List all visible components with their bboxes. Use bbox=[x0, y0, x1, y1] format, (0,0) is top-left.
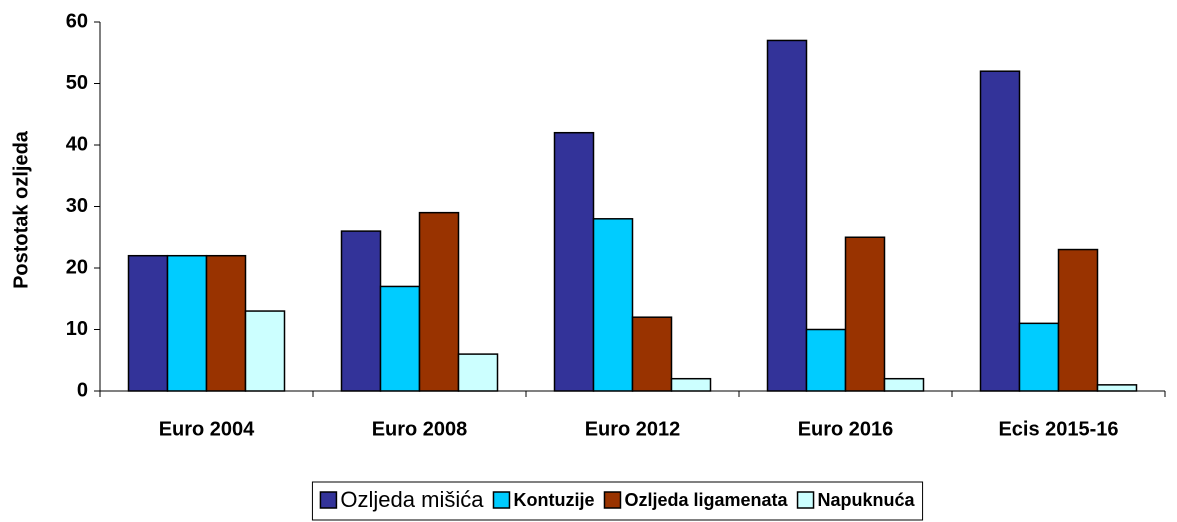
y-tick-label: 20 bbox=[66, 256, 88, 278]
legend-label: Kontuzije bbox=[513, 490, 594, 510]
bar bbox=[340, 230, 382, 392]
x-tick-label: Euro 2012 bbox=[585, 418, 681, 440]
bar bbox=[1018, 322, 1060, 392]
bar bbox=[670, 377, 712, 392]
bar bbox=[1096, 384, 1138, 392]
legend-label: Ozljeda mišića bbox=[340, 487, 484, 512]
bar bbox=[805, 328, 847, 392]
legend-swatch bbox=[796, 491, 815, 509]
y-tick-label: 50 bbox=[66, 72, 88, 94]
x-tick-label: Euro 2016 bbox=[798, 418, 894, 440]
bar bbox=[205, 254, 247, 392]
bar bbox=[127, 254, 169, 392]
bar bbox=[418, 211, 460, 392]
bar bbox=[979, 70, 1021, 392]
legend-swatch bbox=[492, 491, 511, 509]
legend-swatch bbox=[603, 491, 622, 509]
bar bbox=[457, 353, 499, 392]
legend-label: Napuknuća bbox=[818, 490, 916, 510]
bar bbox=[844, 236, 886, 392]
y-tick-label: 40 bbox=[66, 133, 88, 155]
bar bbox=[592, 218, 634, 392]
x-tick-label: Euro 2004 bbox=[159, 418, 255, 440]
y-axis-title: Postotak ozljeda bbox=[10, 130, 32, 289]
bar bbox=[553, 131, 595, 392]
y-tick-label: 10 bbox=[66, 318, 88, 340]
y-tick-label: 30 bbox=[66, 195, 88, 217]
y-tick-label: 0 bbox=[77, 379, 88, 401]
bar bbox=[883, 377, 925, 392]
bar bbox=[631, 316, 673, 392]
bar bbox=[766, 39, 808, 392]
bar bbox=[166, 254, 208, 392]
x-tick-label: Ecis 2015-16 bbox=[998, 418, 1118, 440]
bar bbox=[1057, 248, 1099, 392]
bar bbox=[244, 310, 286, 392]
bar bbox=[379, 285, 421, 392]
x-tick-label: Euro 2008 bbox=[372, 418, 468, 440]
legend-swatch bbox=[319, 491, 338, 509]
y-tick-label: 60 bbox=[66, 10, 88, 32]
legend-label: Ozljeda ligamenata bbox=[624, 490, 788, 510]
